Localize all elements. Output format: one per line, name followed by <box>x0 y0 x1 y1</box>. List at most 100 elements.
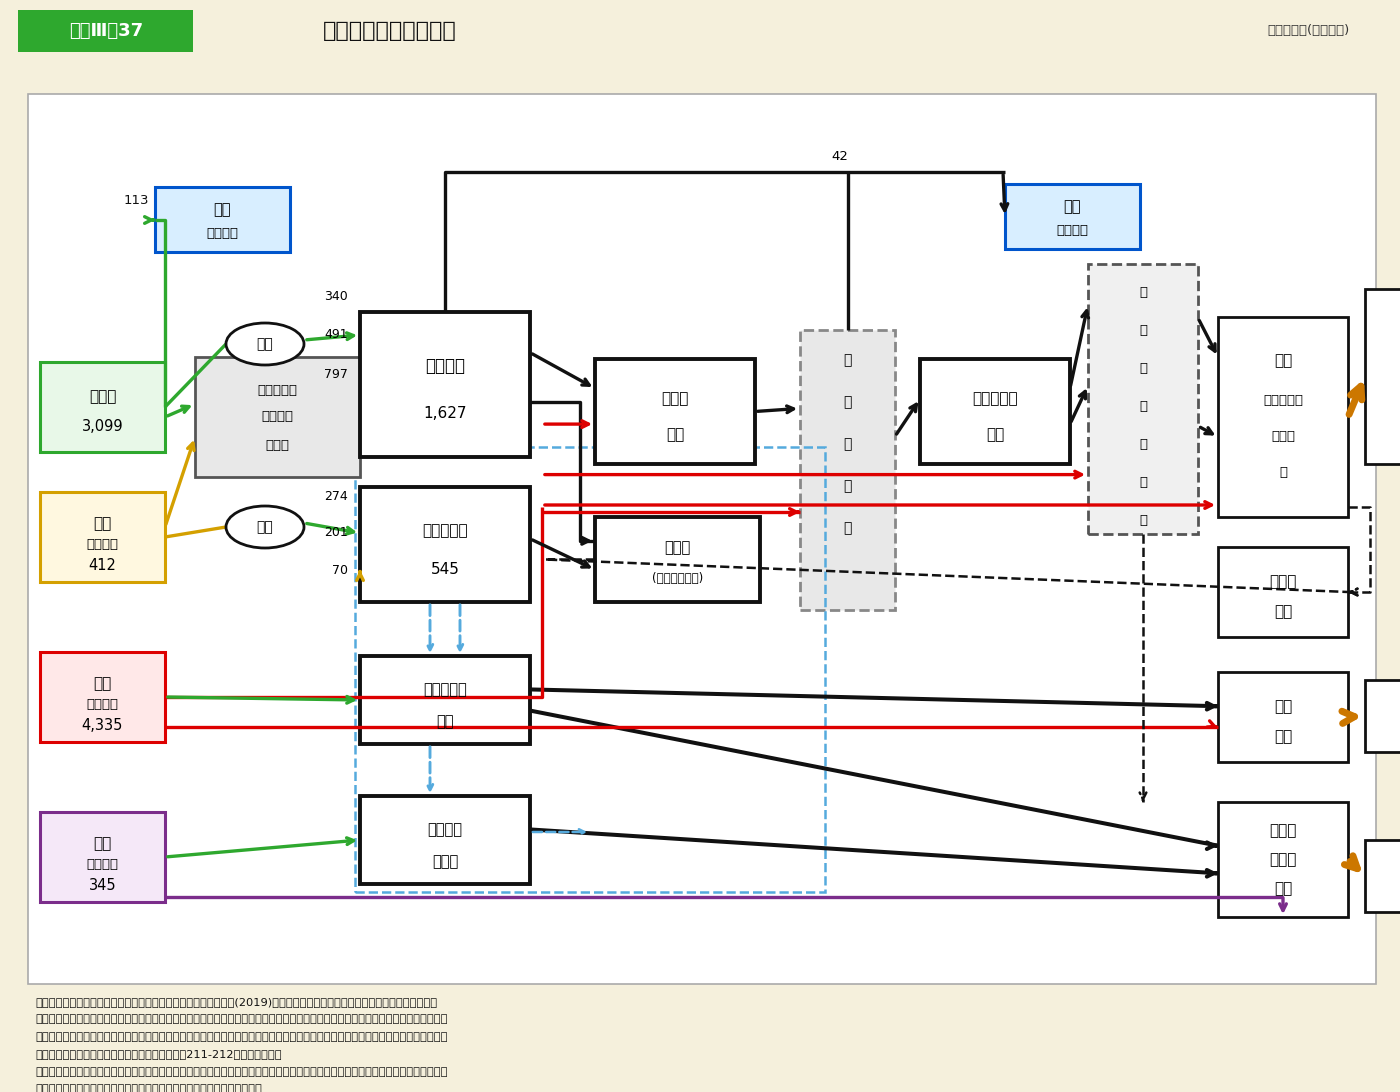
Text: 業: 業 <box>1140 438 1147 451</box>
Text: る場合が含まれる（ただし、「直送」を通過するものを除く。）。: る場合が含まれる（ただし、「直送」を通過するものを除く。）。 <box>35 1084 262 1092</box>
Text: ペレット: ペレット <box>427 822 462 836</box>
Text: 4,335: 4,335 <box>81 719 123 734</box>
Text: 直送: 直送 <box>256 337 273 351</box>
Text: 直送: 直送 <box>256 520 273 534</box>
Ellipse shape <box>225 323 304 365</box>
FancyBboxPatch shape <box>41 652 165 741</box>
Text: 業者等: 業者等 <box>266 439 290 452</box>
Text: 等: 等 <box>1280 466 1287 479</box>
FancyBboxPatch shape <box>1218 672 1348 762</box>
Text: 輸出: 輸出 <box>1064 199 1081 214</box>
FancyBboxPatch shape <box>1365 840 1400 912</box>
Text: 輸出: 輸出 <box>214 202 231 217</box>
FancyBboxPatch shape <box>41 492 165 582</box>
Text: 原木市場・: 原木市場・ <box>258 384 297 397</box>
FancyBboxPatch shape <box>1365 680 1400 752</box>
Text: 輸入: 輸入 <box>94 836 112 851</box>
Text: 注１：主な加工・流通について図示。また、図中の数値は令和元(2019)年の数値で、統計上把握できるものを記載している。: 注１：主な加工・流通について図示。また、図中の数値は令和元(2019)年の数値で… <box>35 997 437 1007</box>
FancyBboxPatch shape <box>595 359 755 464</box>
Text: 797: 797 <box>325 368 349 381</box>
Text: （丸太）: （丸太） <box>207 227 238 240</box>
FancyBboxPatch shape <box>18 10 193 52</box>
Text: 工務店: 工務店 <box>1271 430 1295 443</box>
Text: 売: 売 <box>1140 400 1147 413</box>
Text: 545: 545 <box>431 562 459 578</box>
Text: 工場等: 工場等 <box>431 855 458 869</box>
Text: 製: 製 <box>843 353 851 367</box>
FancyBboxPatch shape <box>360 656 531 744</box>
Text: （燃料）: （燃料） <box>87 857 119 870</box>
FancyBboxPatch shape <box>1005 183 1140 249</box>
Text: 491: 491 <box>325 329 349 342</box>
Text: （製品）: （製品） <box>87 698 119 711</box>
Text: 原木市売市場との間で事前に取り決めた素材の数量、造材方法等に基づき、市場の土場を経由せず、伐採現場や中間土場から直: 原木市売市場との間で事前に取り決めた素材の数量、造材方法等に基づき、市場の土場を… <box>35 1032 448 1042</box>
Text: 国産材: 国産材 <box>88 389 116 404</box>
Text: 輸入: 輸入 <box>94 517 112 531</box>
Text: ３：点線の枠を通過する矢印には、これらを経由しない木材の流通も含まれる。また、その他の矢印には、木材販売業者等が介在す: ３：点線の枠を通過する矢印には、これらを経由しない木材の流通も含まれる。また、そ… <box>35 1067 448 1077</box>
Text: 木材販売: 木材販売 <box>262 411 294 424</box>
Text: 材: 材 <box>1140 323 1147 336</box>
FancyBboxPatch shape <box>1088 264 1198 534</box>
FancyBboxPatch shape <box>28 94 1376 984</box>
FancyBboxPatch shape <box>1218 317 1348 517</box>
Text: 等: 等 <box>843 521 851 535</box>
Text: ２：「直送」を通過する矢印には、製材工場及び合単板工場が入荷した原木のうち、素材生産業者等から直接入荷した原木のほか、: ２：「直送」を通過する矢印には、製材工場及び合単板工場が入荷した原木のうち、素材… <box>35 1014 448 1024</box>
FancyBboxPatch shape <box>1365 289 1400 464</box>
Text: 工場: 工場 <box>1274 604 1292 619</box>
Text: 者: 者 <box>1140 475 1147 488</box>
Text: 201: 201 <box>325 526 349 539</box>
Text: 合単板工場: 合単板工場 <box>423 523 468 538</box>
FancyBboxPatch shape <box>41 812 165 902</box>
FancyBboxPatch shape <box>799 330 895 610</box>
Text: 274: 274 <box>325 490 349 503</box>
Text: （製品）: （製品） <box>1057 224 1089 237</box>
Text: 340: 340 <box>325 290 349 304</box>
Text: 住宅: 住宅 <box>1274 354 1292 368</box>
Text: （丸太）: （丸太） <box>87 537 119 550</box>
Text: 熱利用: 熱利用 <box>1270 852 1296 867</box>
Text: チップ: チップ <box>1270 573 1296 589</box>
FancyBboxPatch shape <box>595 517 760 602</box>
Text: プレカット: プレカット <box>972 391 1018 406</box>
Text: 42: 42 <box>832 150 848 163</box>
Text: 345: 345 <box>88 878 116 893</box>
FancyBboxPatch shape <box>155 187 290 252</box>
Text: 412: 412 <box>88 558 116 573</box>
Text: 工場: 工場 <box>986 427 1004 442</box>
Text: (木質ボード等): (木質ボード等) <box>652 572 703 584</box>
Text: 発電・: 発電・ <box>1270 823 1296 839</box>
FancyBboxPatch shape <box>41 363 165 452</box>
Text: 製紙: 製紙 <box>1274 699 1292 714</box>
Text: 70: 70 <box>332 563 349 577</box>
Text: 3,099: 3,099 <box>81 419 123 435</box>
Text: 集成材: 集成材 <box>661 391 689 406</box>
Text: 工場: 工場 <box>437 714 454 729</box>
FancyBboxPatch shape <box>360 487 531 602</box>
Text: 単位：万㎥(丸太換算): 単位：万㎥(丸太換算) <box>1268 24 1350 37</box>
Text: 113: 113 <box>123 193 148 206</box>
Text: 工場: 工場 <box>1274 729 1292 745</box>
Text: メーカー・: メーカー・ <box>1263 394 1303 407</box>
FancyBboxPatch shape <box>360 312 531 456</box>
Text: 販: 販 <box>1140 361 1147 375</box>
Text: 木材チップ: 木材チップ <box>423 681 466 697</box>
Text: 製材工場: 製材工場 <box>426 357 465 375</box>
Text: 場: 場 <box>843 479 851 492</box>
Text: その他: その他 <box>665 541 690 555</box>
Text: 接入荷した原木が含まれる。第３節（４）211-212ページを参照。: 接入荷した原木が含まれる。第３節（４）211-212ページを参照。 <box>35 1049 281 1059</box>
Text: 木材加工・流通の概観: 木材加工・流通の概観 <box>323 21 456 41</box>
FancyBboxPatch shape <box>195 357 360 477</box>
FancyBboxPatch shape <box>920 359 1070 464</box>
Text: 施設: 施設 <box>1274 881 1292 895</box>
FancyBboxPatch shape <box>360 796 531 885</box>
Text: 木: 木 <box>1140 285 1147 298</box>
Text: 輸入: 輸入 <box>94 676 112 691</box>
Text: 市: 市 <box>843 437 851 451</box>
Ellipse shape <box>225 506 304 548</box>
Text: 資料Ⅲ－37: 資料Ⅲ－37 <box>69 22 143 40</box>
Text: 工場: 工場 <box>666 427 685 442</box>
FancyBboxPatch shape <box>1218 802 1348 917</box>
FancyBboxPatch shape <box>1218 547 1348 637</box>
Text: 等: 等 <box>1140 513 1147 526</box>
Text: 品: 品 <box>843 395 851 410</box>
